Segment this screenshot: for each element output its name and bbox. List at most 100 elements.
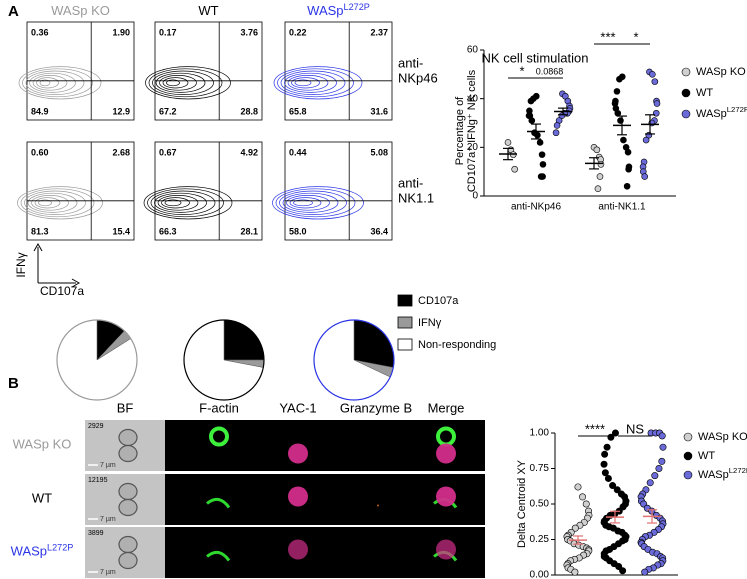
row-label: anti- xyxy=(398,175,423,190)
contour xyxy=(164,199,182,207)
data-point xyxy=(611,429,619,437)
data-point xyxy=(539,161,547,168)
scale-bar: 7 µm xyxy=(100,569,116,576)
data-point xyxy=(613,88,621,95)
legend-label-main: WASp xyxy=(696,108,727,120)
data-point xyxy=(604,474,612,482)
bf-cell xyxy=(118,444,138,463)
legend-marker xyxy=(681,109,691,119)
legend-marker xyxy=(681,67,691,77)
pie-slice xyxy=(353,319,395,368)
flow-plot xyxy=(154,21,263,121)
data-point xyxy=(655,464,663,472)
contour xyxy=(36,77,59,89)
data-point xyxy=(579,493,587,501)
contour xyxy=(143,186,233,220)
legend-label: WT xyxy=(696,87,713,99)
quadrant-value: 2.68 xyxy=(112,147,130,157)
contour xyxy=(17,186,103,220)
data-point xyxy=(571,524,579,532)
quadrant-value: 15.4 xyxy=(112,226,130,236)
data-point xyxy=(641,173,648,180)
data-point xyxy=(511,165,518,173)
y-tick-label: 0.00 xyxy=(530,570,550,579)
data-point xyxy=(659,443,667,451)
contour xyxy=(29,72,76,93)
y-label: Percentage of xyxy=(454,96,466,165)
channel-header: YAC-1 xyxy=(279,400,316,415)
contour xyxy=(293,199,313,207)
contour xyxy=(145,66,231,100)
column-header-main: WT xyxy=(198,3,218,18)
y-label: CD107a⁺ IFNg⁺ NK cells xyxy=(466,69,478,192)
contour xyxy=(32,75,68,91)
data-point xyxy=(619,567,627,575)
data-point xyxy=(538,151,546,158)
data-point xyxy=(574,483,582,491)
data-point xyxy=(571,568,579,576)
data-point xyxy=(649,71,656,78)
contour xyxy=(272,186,364,220)
data-point xyxy=(600,460,608,468)
significance-label: * xyxy=(633,29,638,44)
legend-label: WT xyxy=(698,450,715,462)
scale-bar: 7 µm xyxy=(100,462,116,469)
data-point xyxy=(601,450,609,458)
quadrant-value: 0.17 xyxy=(159,27,177,37)
granzyme-b xyxy=(377,504,379,507)
cell-id: 2929 xyxy=(88,423,104,430)
bf-cell xyxy=(118,535,138,554)
chart-title: NK cell stimulation xyxy=(482,50,589,65)
column-header-sup: L272P xyxy=(344,2,370,12)
y-tick-label: 0.75 xyxy=(530,463,550,474)
axis-label: CD107a xyxy=(40,284,84,298)
data-point xyxy=(658,457,666,465)
panel-label: A xyxy=(8,3,19,20)
y-tick-label: 20 xyxy=(467,142,479,153)
quadrant-value: 5.08 xyxy=(370,147,388,157)
contour xyxy=(277,68,354,98)
row-label: WT xyxy=(32,491,52,506)
contour xyxy=(161,197,190,209)
bf-cell xyxy=(118,551,138,570)
legend-label: IFNγ xyxy=(418,317,442,329)
quadrant-value: 4.92 xyxy=(240,147,258,157)
significance-label: **** xyxy=(585,421,605,436)
legend-label-main: WASp KO xyxy=(698,431,747,443)
significance-label: *** xyxy=(600,29,615,44)
f-actin xyxy=(209,426,229,447)
contour xyxy=(25,70,85,95)
legend-swatch xyxy=(397,316,413,329)
row-label: WASpL272P xyxy=(11,543,74,559)
quadrant-value: 1.90 xyxy=(112,27,130,37)
flow-plot xyxy=(26,21,135,121)
quadrant-value: 84.9 xyxy=(31,106,49,116)
quadrant-value: 0.22 xyxy=(289,27,307,37)
row-label-main: WASp KO xyxy=(13,437,72,452)
quadrant-value: 0.36 xyxy=(31,27,49,37)
data-point xyxy=(614,109,622,117)
data-point xyxy=(623,182,631,190)
legend-label: WASp KO xyxy=(698,431,747,443)
quadrant-value: 0.67 xyxy=(159,147,177,157)
channel-header: Merge xyxy=(428,400,465,415)
contour xyxy=(38,199,52,207)
yac-1 xyxy=(436,486,456,507)
significance-label: NS xyxy=(626,421,644,436)
x-tick-label: anti-NK1.1 xyxy=(598,202,646,213)
data-point xyxy=(651,472,659,480)
yac-1 xyxy=(288,486,308,507)
data-point xyxy=(528,117,536,124)
contour xyxy=(279,190,347,215)
data-point xyxy=(552,129,560,137)
flow-plot xyxy=(26,141,135,241)
contour xyxy=(27,192,78,213)
data-point xyxy=(534,131,541,139)
data-point xyxy=(594,185,602,192)
column-header: WT xyxy=(198,3,218,18)
data-point xyxy=(582,500,590,508)
data-point xyxy=(624,148,632,156)
bf-cell xyxy=(118,428,138,447)
legend-marker xyxy=(683,432,693,442)
contour xyxy=(22,68,93,98)
